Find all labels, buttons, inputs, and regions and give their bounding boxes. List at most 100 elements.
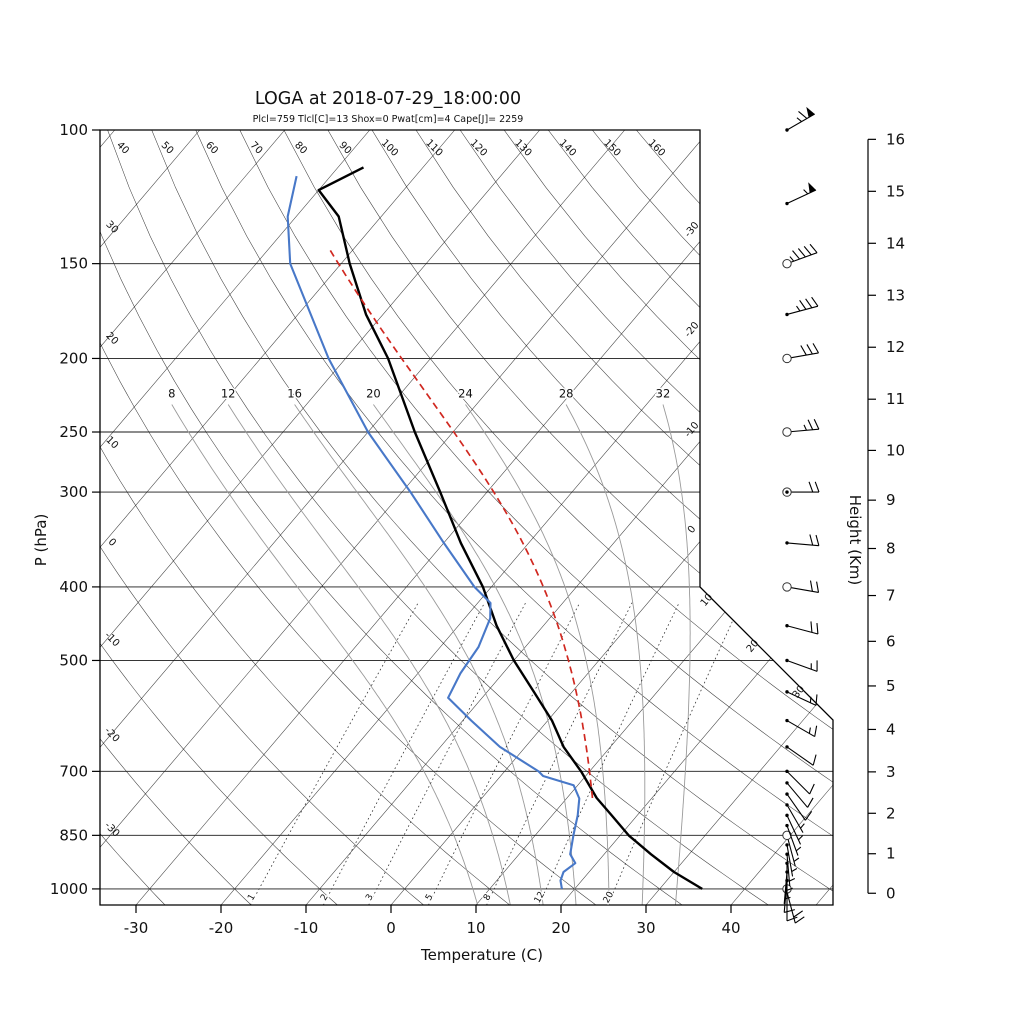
moist-adiabat-label: 8 <box>168 387 175 401</box>
height-axis-title: Height (Km) <box>846 495 864 586</box>
moist-adiabat-line <box>465 404 610 905</box>
wind-barb <box>786 793 813 821</box>
isotherm-line <box>390 130 833 905</box>
dry-adiabat-label: 120 <box>468 138 489 159</box>
level-dot-marker <box>785 813 789 818</box>
height-tick-label: 12 <box>886 338 905 356</box>
wind-barb <box>786 659 818 672</box>
moist-adiabat-label: 20 <box>366 387 381 401</box>
mixing-ratio-line <box>368 602 526 905</box>
dry-adiabat-line <box>459 130 833 905</box>
pressure-axis-title: P (hPa) <box>32 514 50 567</box>
dry-adiabat-line <box>100 130 252 905</box>
height-tick-label: 8 <box>886 540 896 558</box>
isotherm-edge-label: 10 <box>699 592 716 609</box>
mixing-ratio-line <box>250 602 419 905</box>
moist-adiabat-line <box>227 404 511 905</box>
dewpoint-trace <box>286 175 581 890</box>
mixing-ratio-label: 12 <box>533 890 547 905</box>
temperature-tick-label: 10 <box>466 919 485 937</box>
wind-barb <box>786 243 818 265</box>
dry-adiabat-line <box>151 130 833 905</box>
level-circle-marker <box>782 582 792 592</box>
isotherm-line <box>100 130 625 905</box>
wind-barb <box>786 746 817 766</box>
level-dot-marker <box>785 624 789 628</box>
dry-adiabat-label: -10 <box>102 630 121 649</box>
mixing-ratio-line <box>323 602 485 905</box>
moist-adiabat-label: 24 <box>458 387 473 401</box>
wind-barb <box>787 481 820 493</box>
moist-adiabat-line <box>662 404 691 905</box>
wind-barb <box>786 419 820 433</box>
wind-barb <box>786 720 818 738</box>
isotherm-line <box>135 130 795 905</box>
isotherm-line <box>100 130 115 905</box>
level-dot-marker <box>785 823 789 828</box>
pressure-tick-label: 400 <box>59 578 88 596</box>
temperature-tick-label: -30 <box>124 919 149 937</box>
dry-adiabat-line <box>100 130 683 905</box>
height-tick-label: 9 <box>886 491 896 509</box>
temperature-tick-label: 0 <box>386 919 396 937</box>
mixing-ratio-label: 3 <box>364 893 376 903</box>
level-dot-marker <box>785 745 789 749</box>
dry-adiabat-line <box>100 130 597 905</box>
wind-barb <box>786 863 793 896</box>
dry-adiabat-line <box>415 130 833 905</box>
level-dot-marker <box>785 852 789 856</box>
chart-title: LOGA at 2018-07-29_18:00:00 <box>255 89 521 109</box>
level-circle-marker <box>782 353 792 364</box>
pressure-tick-label: 250 <box>59 423 88 441</box>
isotherm-edge-label: 0 <box>686 524 699 536</box>
plot-boundary <box>99 129 834 906</box>
level-circle-marker <box>782 830 792 841</box>
wind-barb <box>786 782 814 808</box>
level-dot-marker <box>785 718 789 723</box>
isotherm-edge-label: 20 <box>745 638 762 655</box>
level-dot-marker <box>785 490 789 494</box>
level-dot-marker <box>785 201 789 206</box>
isotherm-line <box>305 130 833 905</box>
dry-adiabat-line <box>107 130 769 905</box>
dry-adiabat-label: 70 <box>248 140 265 157</box>
pressure-tick-label: 850 <box>59 826 88 844</box>
wind-barb <box>786 343 819 359</box>
wind-barb <box>786 621 819 635</box>
pressure-tick-label: 150 <box>59 255 88 273</box>
wind-barb <box>786 770 815 795</box>
dry-adiabat-line <box>100 130 424 905</box>
moist-adiabat-line <box>294 404 544 905</box>
height-tick-label: 11 <box>886 390 905 408</box>
height-tick-label: 5 <box>886 677 896 695</box>
wind-barb <box>786 580 820 594</box>
isotherm-line <box>100 130 455 905</box>
chart-stats-line: Plcl=759 Tlcl[C]=13 Shox=0 Pwat[cm]=4 Ca… <box>253 114 524 125</box>
height-tick-label: 0 <box>886 884 896 902</box>
mixing-ratio-label: 1 <box>246 893 258 903</box>
wind-barb <box>786 804 805 833</box>
height-tick-label: 16 <box>886 130 905 148</box>
isotherm-line <box>100 130 540 905</box>
plot-frame <box>99 129 834 906</box>
moist-adiabat-label: 16 <box>287 387 302 401</box>
mixing-ratio-label: 2 <box>319 893 331 903</box>
dry-adiabat-label: -30 <box>102 820 121 839</box>
dry-adiabat-label: 20 <box>103 330 120 347</box>
level-dot-marker <box>785 312 789 317</box>
temperature-tick-label: 40 <box>721 919 740 937</box>
wind-barb <box>786 844 798 877</box>
temperature-trace <box>317 166 703 890</box>
isotherm-line <box>100 130 285 905</box>
dry-adiabat-line <box>327 130 833 905</box>
pressure-tick-label: 300 <box>59 483 88 501</box>
dry-adiabat-line <box>100 130 338 905</box>
mixing-ratio-line <box>538 602 680 905</box>
moist-adiabat-lines <box>171 404 691 905</box>
isotherm-line <box>645 130 833 905</box>
wind-barb-column <box>782 106 820 924</box>
level-dot-marker <box>785 843 789 847</box>
isotherm-line <box>475 130 833 905</box>
dry-adiabat-lines <box>100 130 833 905</box>
